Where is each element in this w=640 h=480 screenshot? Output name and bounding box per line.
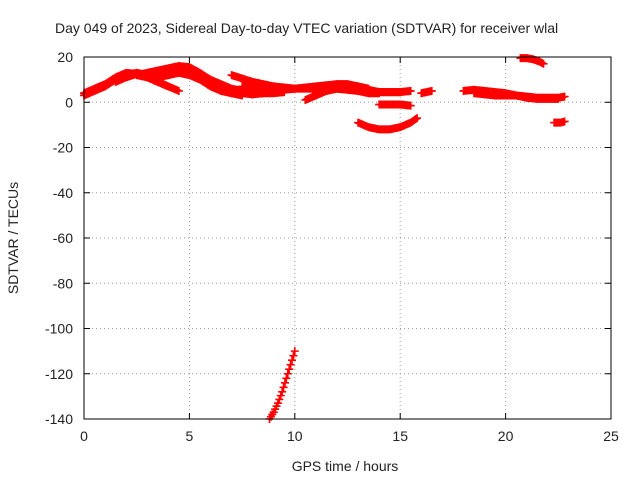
- y-tick-label: 20: [57, 49, 73, 65]
- y-tick-label: -120: [45, 366, 73, 382]
- y-tick-label: -60: [53, 230, 73, 246]
- data-point: [289, 351, 298, 360]
- data-point: [554, 94, 563, 103]
- grid: [84, 57, 611, 419]
- axis-ticks: 0 5 10 15 20 25 20 0 -20 -40 -60 -80 -100 -120 -140: [45, 49, 619, 444]
- data-point: [283, 369, 292, 378]
- data-series: [132, 71, 183, 95]
- data-point: [396, 88, 405, 97]
- x-tick-label: 0: [80, 428, 88, 444]
- x-tick-label: 25: [603, 428, 619, 444]
- data-point: [364, 84, 373, 93]
- data-point: [282, 374, 291, 383]
- x-tick-label: 10: [287, 428, 303, 444]
- data-series: [153, 66, 247, 100]
- data-point: [273, 399, 282, 408]
- data-series: [265, 347, 299, 423]
- data-point: [279, 383, 288, 392]
- data-series: [354, 114, 422, 134]
- data-point: [539, 59, 548, 68]
- data-point: [287, 356, 296, 365]
- data-point: [275, 395, 284, 404]
- x-tick-label: 15: [392, 428, 408, 444]
- data-point: [278, 387, 287, 396]
- data-point: [406, 86, 415, 95]
- y-tick-label: -80: [53, 275, 73, 291]
- data-point: [375, 89, 384, 98]
- data-series: [516, 54, 548, 68]
- data-point: [286, 360, 295, 369]
- data-point: [413, 114, 422, 123]
- data-series: [311, 81, 373, 98]
- data-point: [280, 378, 289, 387]
- data-point: [560, 92, 569, 101]
- data-point: [411, 114, 420, 123]
- data-point: [406, 101, 415, 110]
- y-axis-label: SDTVAR / TECUs: [5, 182, 21, 294]
- data-series: [550, 117, 569, 127]
- y-tick-label: -140: [45, 411, 73, 427]
- y-tick-label: -40: [53, 185, 73, 201]
- data-series: [375, 100, 415, 110]
- data-point: [285, 365, 294, 374]
- x-tick-label: 5: [186, 428, 194, 444]
- data-point: [174, 86, 183, 95]
- data-series: [469, 89, 563, 103]
- y-tick-label: -100: [45, 321, 73, 337]
- chart-title: Day 049 of 2023, Sidereal Day-to-day VTE…: [55, 20, 558, 36]
- data-point: [560, 117, 569, 126]
- data-series: [417, 86, 436, 98]
- data-point: [427, 86, 436, 95]
- x-tick-label: 20: [498, 428, 514, 444]
- x-axis-label: GPS time / hours: [292, 458, 399, 474]
- data-points: [80, 54, 569, 423]
- plot-frame: [83, 56, 612, 420]
- data-point: [238, 91, 247, 100]
- y-tick-label: -20: [53, 140, 73, 156]
- y-tick-label: 0: [65, 94, 73, 110]
- data-point: [290, 347, 299, 356]
- data-point: [276, 391, 285, 400]
